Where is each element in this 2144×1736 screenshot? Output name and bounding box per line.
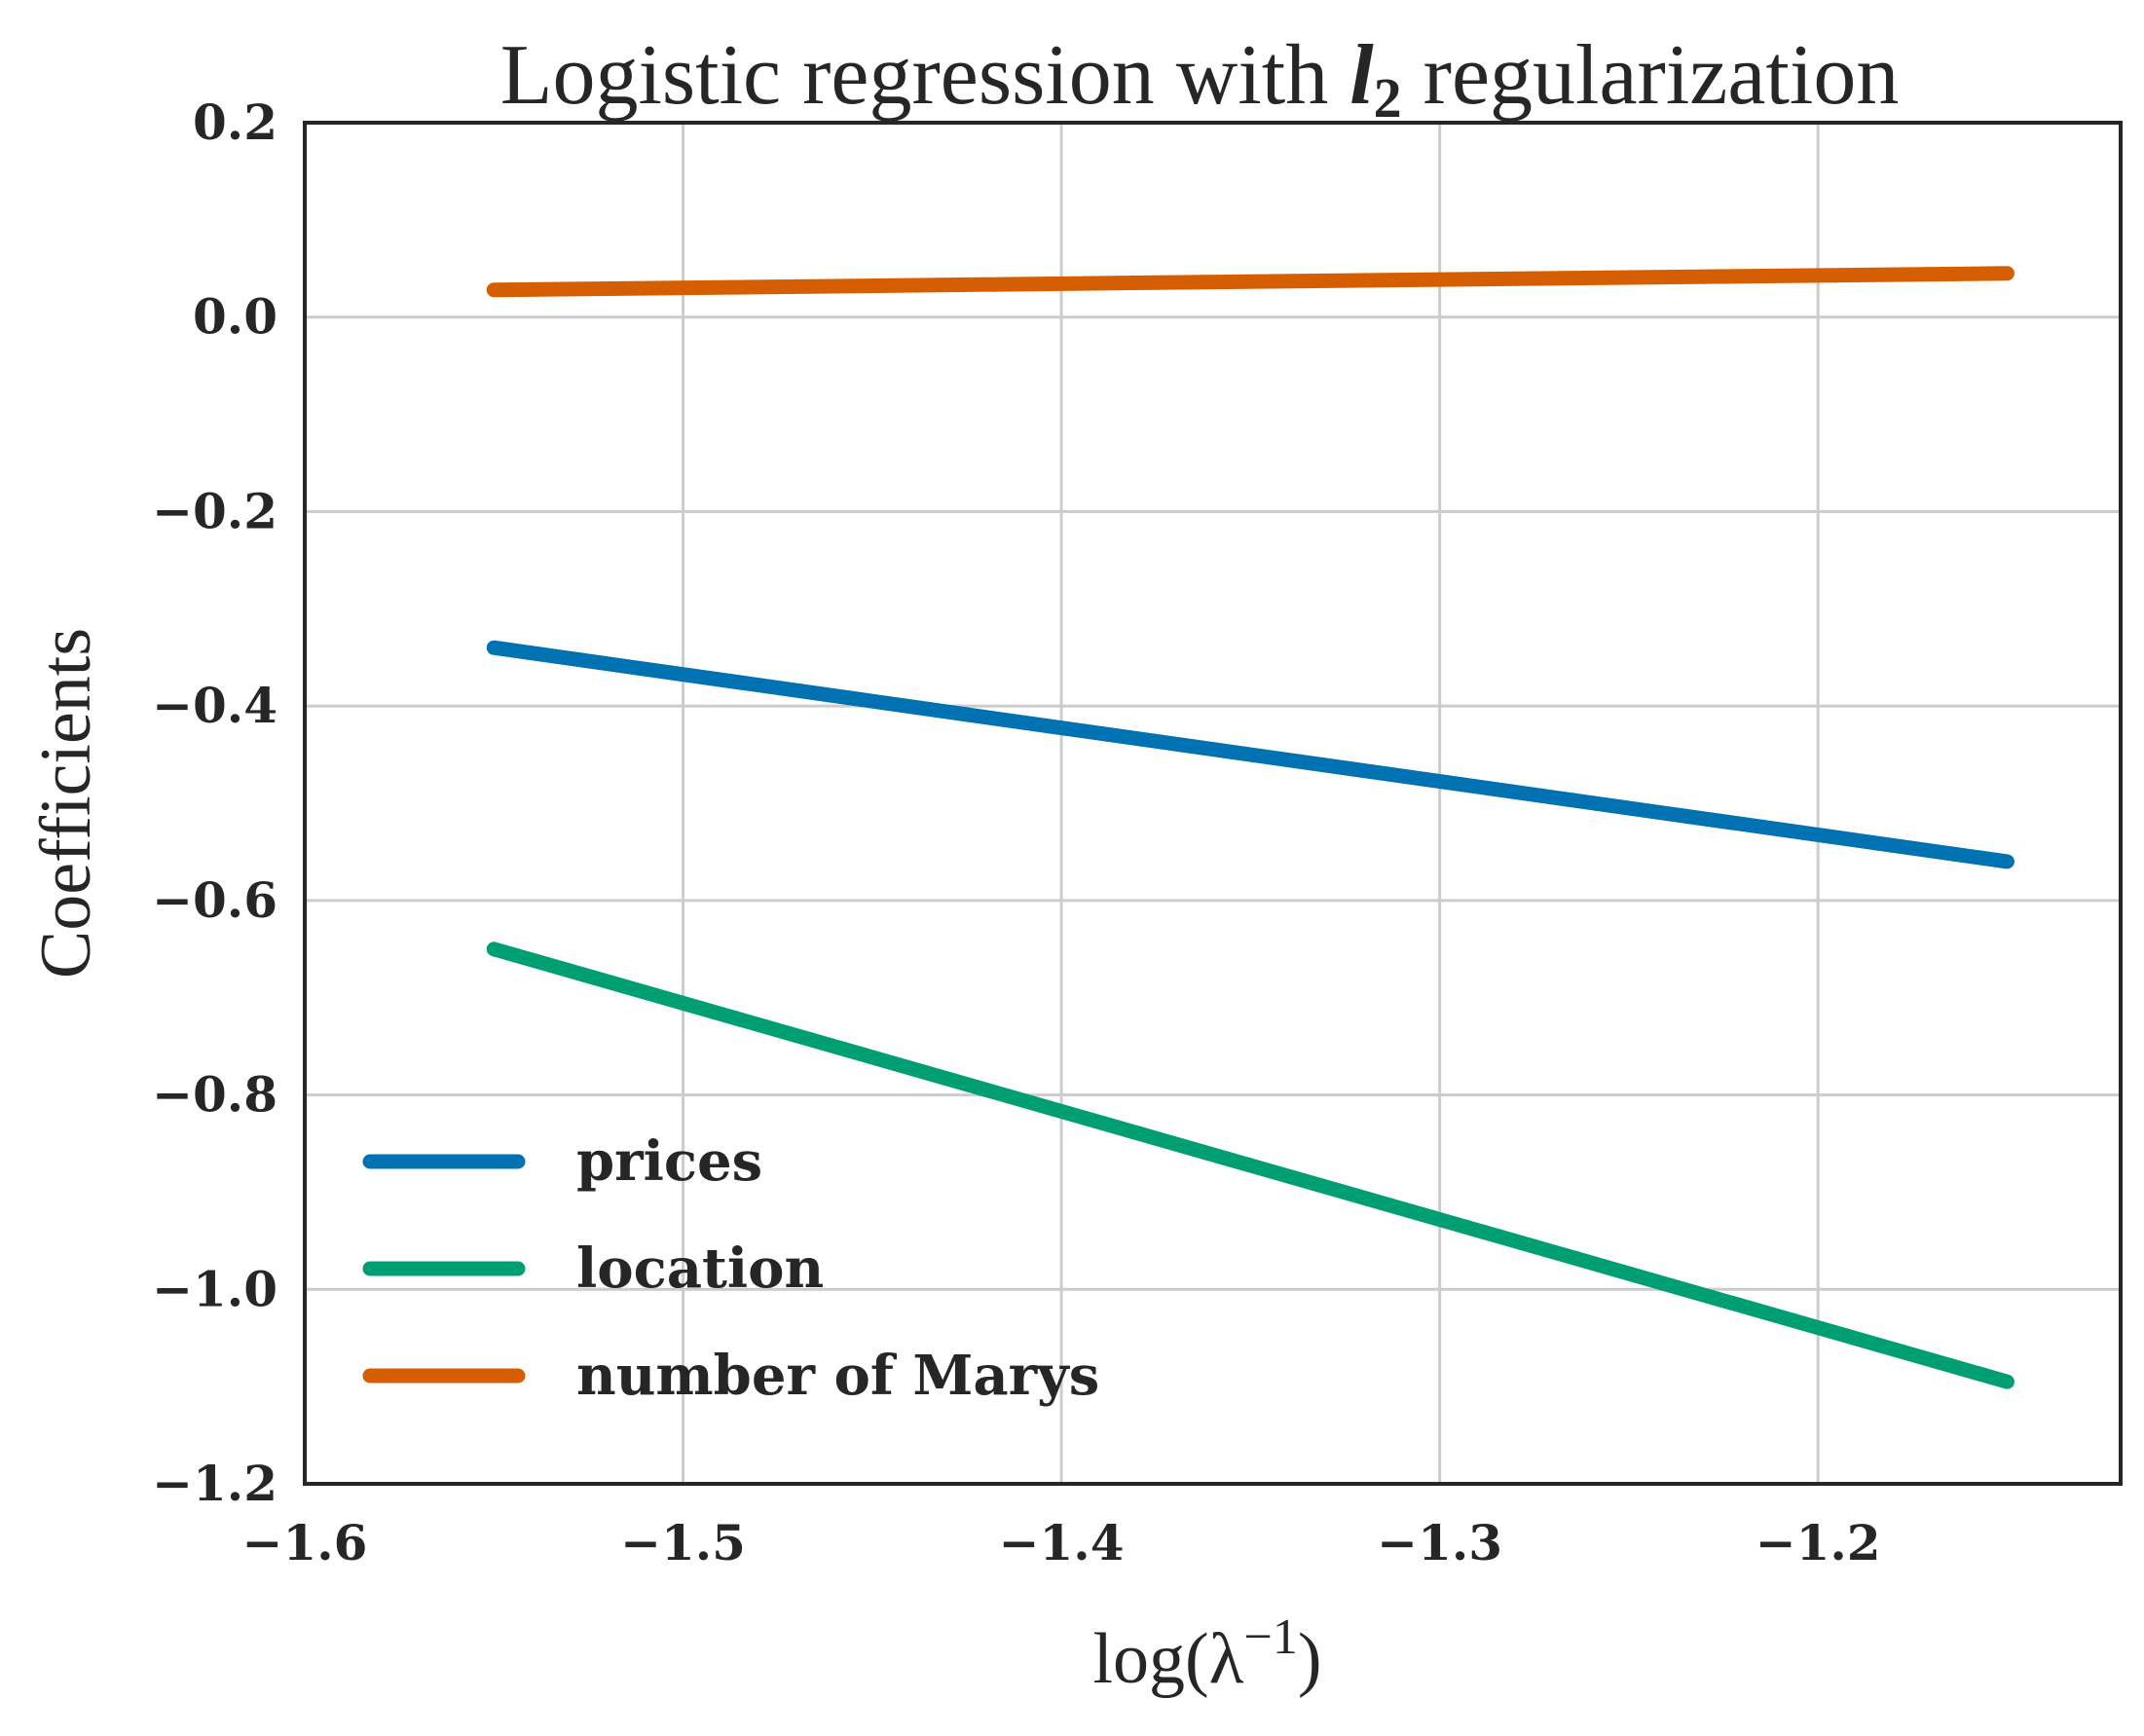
- x-axis-label-sup: −1: [1244, 1609, 1298, 1665]
- x-axis-label-close: ): [1298, 1619, 1322, 1699]
- chart-title-suffix: regularization: [1402, 28, 1900, 123]
- y-tick-label: 0.0: [193, 288, 277, 346]
- plot-frame: [303, 121, 2123, 1486]
- x-axis-label: log(λ−1): [1092, 1609, 1321, 1699]
- series-line-number-of-marys: [486, 266, 2015, 298]
- legend-label: location: [576, 1237, 824, 1301]
- x-tick-label: −1.6: [242, 1514, 368, 1571]
- y-tick-label: 0.2: [193, 93, 277, 151]
- chart-title-math: l: [1349, 28, 1374, 123]
- y-tick-label: −1.2: [152, 1455, 277, 1512]
- y-axis-label: Coefficients: [26, 628, 106, 979]
- y-tick-label: −0.4: [152, 677, 277, 734]
- chart-title: Logistic regression with l2 regularizati…: [500, 28, 1900, 129]
- x-axis-label-text: log(λ: [1092, 1619, 1243, 1699]
- y-tick-label: −0.8: [152, 1066, 277, 1124]
- series-lines: [486, 266, 2015, 1389]
- x-tick-label: −1.3: [1377, 1514, 1502, 1571]
- y-tick-labels: 0.2 0.0 −0.2 −0.4 −0.6 −0.8 −1.0 −1.2: [152, 93, 277, 1512]
- series-line-location: [486, 942, 2015, 1389]
- legend: prices location number of Marys: [362, 1129, 1099, 1408]
- y-tick-label: −0.2: [152, 482, 277, 539]
- x-tick-labels: −1.6 −1.5 −1.4 −1.3 −1.2: [242, 1514, 1881, 1571]
- series-line-prices: [486, 640, 2015, 869]
- legend-label: number of Marys: [576, 1344, 1099, 1408]
- x-tick-label: −1.2: [1756, 1514, 1881, 1571]
- y-tick-label: −0.6: [152, 871, 277, 929]
- x-tick-label: −1.4: [999, 1514, 1125, 1571]
- chart-title-math-sub: 2: [1374, 66, 1402, 129]
- y-tick-label: −1.0: [152, 1260, 277, 1317]
- chart-title-text: Logistic regression with: [500, 28, 1350, 123]
- x-tick-label: −1.5: [620, 1514, 746, 1571]
- legend-label: prices: [576, 1129, 762, 1194]
